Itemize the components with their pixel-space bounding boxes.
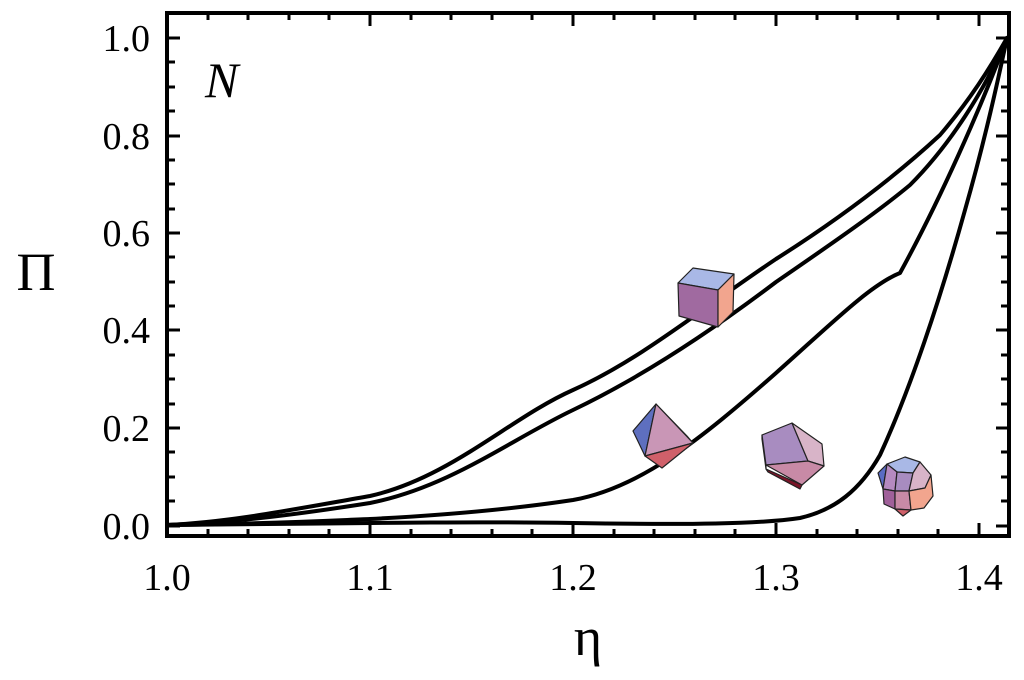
x-tick-label: 1.0 — [143, 557, 191, 599]
x-tick-labels: 1.0 1.1 1.2 1.3 1.4 — [143, 557, 1003, 599]
cube-icon — [677, 267, 735, 328]
x-tick-label: 1.4 — [955, 557, 1003, 599]
x-tick-label: 1.2 — [549, 557, 597, 599]
plot-frame — [165, 11, 1011, 538]
rhombic-dodecahedron-icon — [761, 422, 825, 490]
octahedron-icon — [632, 403, 694, 469]
y-axis-label: Π — [17, 242, 56, 302]
x-tick-label: 1.3 — [752, 557, 800, 599]
y-tick-label: 0.2 — [103, 408, 151, 450]
x-axis-minor-ticks — [206, 13, 940, 536]
curve-octahedron — [165, 36, 1009, 527]
curves — [165, 36, 1009, 527]
x-axis-ticks — [368, 13, 981, 536]
curve-rhombicuboctahedron — [165, 36, 1009, 527]
y-tick-label: 1.0 — [103, 18, 151, 60]
y-tick-label: 0.6 — [103, 213, 151, 255]
y-tick-label: 0.8 — [103, 116, 151, 158]
y-tick-label: 0.4 — [103, 310, 151, 352]
panel-annotation: N — [204, 52, 241, 108]
y-tick-label: 0.0 — [103, 506, 151, 548]
rhombicuboctahedron-icon — [877, 456, 934, 517]
x-tick-label: 1.1 — [346, 557, 394, 599]
y-axis-minor-ticks — [167, 60, 1009, 503]
curve-cube — [165, 36, 1009, 527]
y-tick-labels: 0.0 0.2 0.4 0.6 0.8 1.0 — [103, 18, 151, 548]
x-axis-label: η — [574, 607, 602, 667]
